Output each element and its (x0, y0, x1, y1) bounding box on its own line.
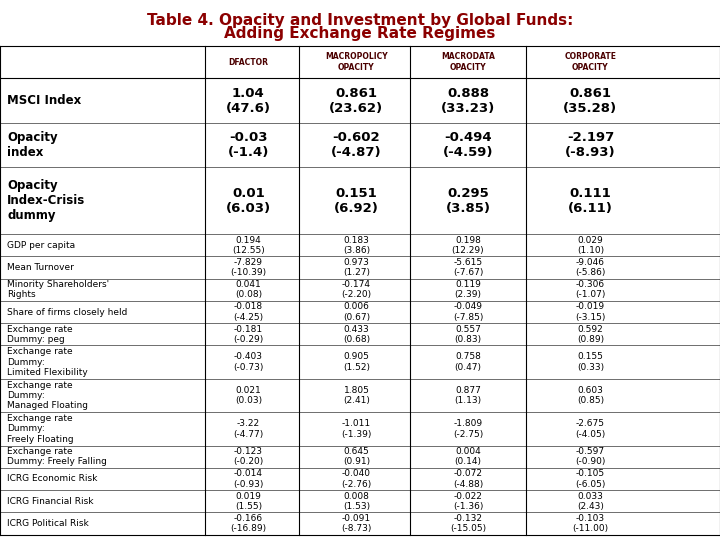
Text: -0.049
(-7.85): -0.049 (-7.85) (453, 302, 483, 322)
Text: Table 4. Opacity and Investment by Global Funds:: Table 4. Opacity and Investment by Globa… (147, 14, 573, 29)
Bar (0, 490, 720, 512)
Text: 0.006
(0.67): 0.006 (0.67) (343, 302, 370, 322)
Text: -5.615
(-7.67): -5.615 (-7.67) (453, 258, 483, 277)
Text: -0.022
(-1.36): -0.022 (-1.36) (453, 491, 483, 511)
Text: -0.103
(-11.00): -0.103 (-11.00) (572, 514, 608, 533)
Text: Exchange rate
Dummy:
Limited Flexibility: Exchange rate Dummy: Limited Flexibility (7, 347, 88, 377)
Text: 0.183
(3.86): 0.183 (3.86) (343, 235, 370, 255)
Text: -0.040
(-2.76): -0.040 (-2.76) (341, 469, 372, 489)
Bar (0, 301, 720, 323)
Bar (0, 123, 720, 167)
Text: ICRG Political Risk: ICRG Political Risk (7, 519, 89, 528)
Text: Mean Turnover: Mean Turnover (7, 263, 74, 272)
Bar (0, 256, 720, 279)
Bar (0, 412, 720, 445)
Text: Exchange rate
Dummy: Freely Falling: Exchange rate Dummy: Freely Falling (7, 447, 107, 467)
Text: 0.151
(6.92): 0.151 (6.92) (334, 187, 379, 215)
Text: 0.861
(35.28): 0.861 (35.28) (563, 86, 618, 114)
Text: -3.22
(-4.77): -3.22 (-4.77) (233, 419, 264, 438)
Bar (0, 78, 720, 123)
Text: 1.805
(2.41): 1.805 (2.41) (343, 386, 370, 405)
Text: -0.132
(-15.05): -0.132 (-15.05) (450, 514, 486, 533)
Text: -0.105
(-6.05): -0.105 (-6.05) (575, 469, 606, 489)
Text: 0.905
(1.52): 0.905 (1.52) (343, 353, 370, 372)
Text: 0.194
(12.55): 0.194 (12.55) (232, 235, 265, 255)
Text: 0.557
(0.83): 0.557 (0.83) (454, 325, 482, 344)
Text: Opacity
Index-Crisis
dummy: Opacity Index-Crisis dummy (7, 179, 86, 222)
Text: 0.198
(12.29): 0.198 (12.29) (451, 235, 485, 255)
Text: 0.433
(0.68): 0.433 (0.68) (343, 325, 370, 344)
Text: 0.877
(1.13): 0.877 (1.13) (454, 386, 482, 405)
Text: GDP per capita: GDP per capita (7, 241, 76, 249)
Text: MACRODATA
OPACITY: MACRODATA OPACITY (441, 52, 495, 72)
Text: -1.809
(-2.75): -1.809 (-2.75) (453, 419, 483, 438)
Text: 0.603
(0.85): 0.603 (0.85) (577, 386, 604, 405)
Text: -0.091
(-8.73): -0.091 (-8.73) (341, 514, 372, 533)
Text: 0.758
(0.47): 0.758 (0.47) (454, 353, 482, 372)
Bar (0, 379, 720, 412)
Bar (0, 323, 720, 346)
Text: 0.645
(0.91): 0.645 (0.91) (343, 447, 370, 467)
Text: ICRG Economic Risk: ICRG Economic Risk (7, 475, 98, 483)
Bar (0, 468, 720, 490)
Text: Share of firms closely held: Share of firms closely held (7, 307, 127, 316)
Text: -0.03
(-1.4): -0.03 (-1.4) (228, 131, 269, 159)
Text: 0.119
(2.39): 0.119 (2.39) (454, 280, 482, 300)
Text: -0.494
(-4.59): -0.494 (-4.59) (443, 131, 493, 159)
Text: 0.033
(2.43): 0.033 (2.43) (577, 491, 604, 511)
Text: Exchange rate
Dummy:
Managed Floating: Exchange rate Dummy: Managed Floating (7, 381, 89, 410)
Text: -0.166
(-16.89): -0.166 (-16.89) (230, 514, 266, 533)
Text: -0.403
(-0.73): -0.403 (-0.73) (233, 353, 264, 372)
Bar (0, 167, 720, 234)
Text: MACROPOLICY
OPACITY: MACROPOLICY OPACITY (325, 52, 387, 72)
Text: MSCI Index: MSCI Index (7, 94, 81, 107)
Text: 0.01
(6.03): 0.01 (6.03) (226, 187, 271, 215)
Text: -1.011
(-1.39): -1.011 (-1.39) (341, 419, 372, 438)
Text: 0.973
(1.27): 0.973 (1.27) (343, 258, 370, 277)
Bar (0, 279, 720, 301)
Text: ICRG Financial Risk: ICRG Financial Risk (7, 497, 94, 506)
Text: Exchange rate
Dummy:
Freely Floating: Exchange rate Dummy: Freely Floating (7, 414, 74, 444)
Bar (0, 512, 720, 535)
Text: Minority Shareholders'
Rights: Minority Shareholders' Rights (7, 280, 109, 300)
Text: -9.046
(-5.86): -9.046 (-5.86) (575, 258, 606, 277)
Text: DFACTOR: DFACTOR (228, 58, 269, 66)
Text: -7.829
(-10.39): -7.829 (-10.39) (230, 258, 266, 277)
Text: -0.181
(-0.29): -0.181 (-0.29) (233, 325, 264, 344)
Text: -2.675
(-4.05): -2.675 (-4.05) (575, 419, 606, 438)
Text: Adding Exchange Rate Regimes: Adding Exchange Rate Regimes (225, 26, 495, 41)
Bar (0, 46, 720, 78)
Text: 0.019
(1.55): 0.019 (1.55) (235, 491, 262, 511)
Text: -0.174
(-2.20): -0.174 (-2.20) (341, 280, 372, 300)
Text: Exchange rate
Dummy: peg: Exchange rate Dummy: peg (7, 325, 73, 344)
Text: 0.592
(0.89): 0.592 (0.89) (577, 325, 604, 344)
Text: -0.306
(-1.07): -0.306 (-1.07) (575, 280, 606, 300)
Text: -0.597
(-0.90): -0.597 (-0.90) (575, 447, 606, 467)
Text: 1.04
(47.6): 1.04 (47.6) (226, 86, 271, 114)
Text: 0.021
(0.03): 0.021 (0.03) (235, 386, 262, 405)
Text: -0.123
(-0.20): -0.123 (-0.20) (233, 447, 264, 467)
Text: -0.018
(-4.25): -0.018 (-4.25) (233, 302, 264, 322)
Text: 0.861
(23.62): 0.861 (23.62) (329, 86, 384, 114)
Text: 0.111
(6.11): 0.111 (6.11) (568, 187, 613, 215)
Text: CORPORATE
OPACITY: CORPORATE OPACITY (564, 52, 616, 72)
Text: 0.888
(33.23): 0.888 (33.23) (441, 86, 495, 114)
Text: 0.004
(0.14): 0.004 (0.14) (454, 447, 482, 467)
Text: 0.295
(3.85): 0.295 (3.85) (446, 187, 490, 215)
Bar (0, 446, 720, 468)
Text: 0.008
(1.53): 0.008 (1.53) (343, 491, 370, 511)
Text: 0.029
(1.10): 0.029 (1.10) (577, 235, 604, 255)
Text: -0.072
(-4.88): -0.072 (-4.88) (453, 469, 483, 489)
Text: Opacity
index: Opacity index (7, 131, 58, 159)
Text: -0.019
(-3.15): -0.019 (-3.15) (575, 302, 606, 322)
Text: 0.041
(0.08): 0.041 (0.08) (235, 280, 262, 300)
Bar (0, 346, 720, 379)
Bar (0, 234, 720, 256)
Text: -0.602
(-4.87): -0.602 (-4.87) (331, 131, 382, 159)
Text: -2.197
(-8.93): -2.197 (-8.93) (565, 131, 616, 159)
Text: 0.155
(0.33): 0.155 (0.33) (577, 353, 604, 372)
Text: -0.014
(-0.93): -0.014 (-0.93) (233, 469, 264, 489)
